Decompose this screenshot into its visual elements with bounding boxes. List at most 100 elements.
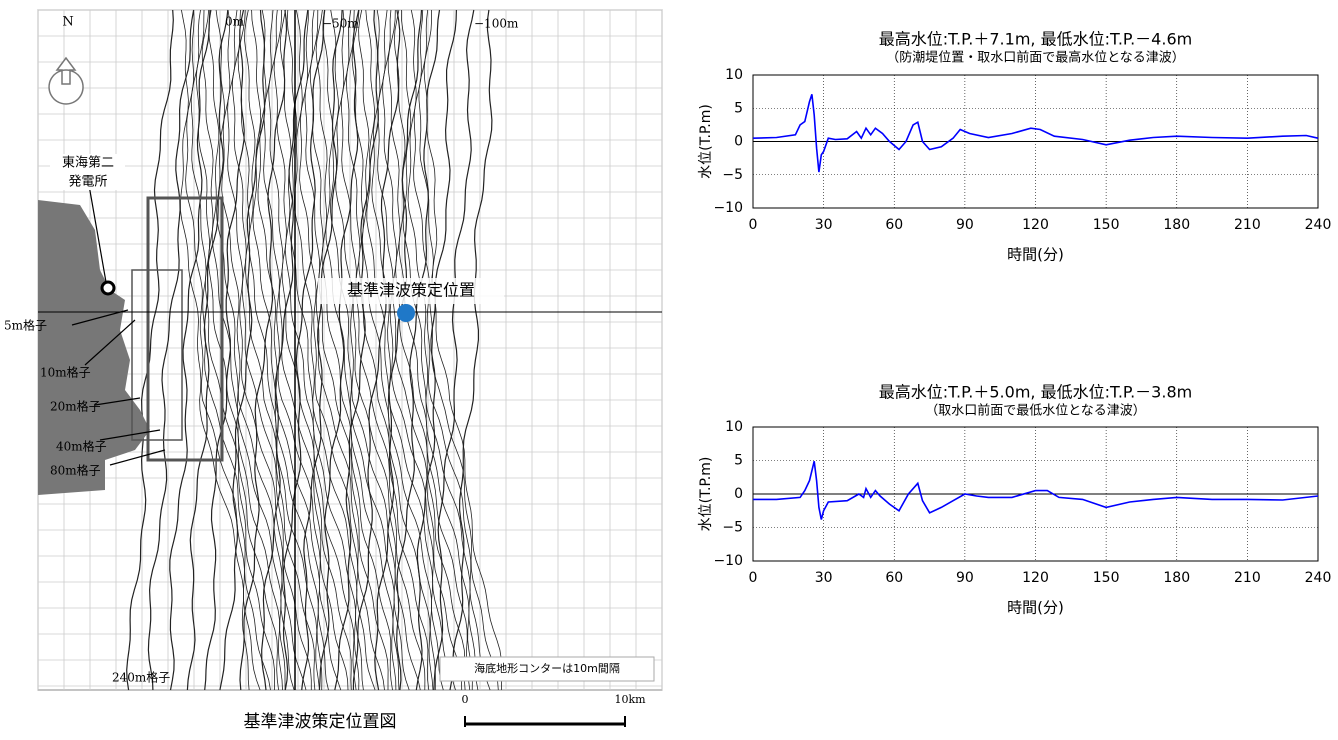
pointer-lines <box>71 167 166 466</box>
x-axis-label: 時間(分) <box>1007 246 1064 264</box>
y-tick-label: −10 <box>713 200 743 216</box>
y-tick-label: −5 <box>722 520 743 536</box>
y-axis-label: 水位(T.P.m) <box>698 104 714 179</box>
y-tick-label: 5 <box>734 100 743 116</box>
depth-label: −100m <box>474 17 519 31</box>
contour <box>315 9 393 691</box>
x-tick-label: 120 <box>1022 217 1049 233</box>
contour <box>341 9 421 691</box>
contour <box>413 9 491 691</box>
contour <box>180 9 250 691</box>
y-tick-label: 5 <box>734 453 743 469</box>
y-tick-label: 10 <box>725 67 743 83</box>
contours <box>126 9 503 691</box>
x-tick-label: 0 <box>749 570 758 586</box>
x-tick-label: 60 <box>885 570 903 586</box>
x-tick-label: 240 <box>1305 570 1332 586</box>
x-tick-label: 180 <box>1163 570 1190 586</box>
y-tick-label: −10 <box>713 553 743 569</box>
contour <box>195 9 275 691</box>
contour <box>257 9 329 691</box>
contour <box>322 9 397 691</box>
contour <box>329 9 400 691</box>
scale-label: 0 <box>462 693 469 706</box>
site-label: 基準津波策定位置 <box>347 281 475 300</box>
x-tick-label: 90 <box>956 570 974 586</box>
contour <box>387 9 466 691</box>
x-tick-label: 30 <box>815 570 833 586</box>
grid-label: 20m格子 <box>50 399 101 414</box>
site-marker <box>397 304 415 322</box>
contour <box>273 9 352 691</box>
contour <box>351 9 430 691</box>
contour <box>377 9 456 691</box>
x-tick-label: 60 <box>885 217 903 233</box>
contour <box>345 9 426 691</box>
contour <box>382 9 463 691</box>
data-line <box>753 461 1319 520</box>
land <box>38 200 150 495</box>
x-tick-label: 150 <box>1093 570 1120 586</box>
grid-label: 40m格子 <box>56 439 107 454</box>
data-line <box>752 94 1319 173</box>
grid-label: 240m格子 <box>112 670 170 685</box>
x-tick-label: 0 <box>749 217 758 233</box>
y-tick-label: 10 <box>725 419 743 435</box>
contour <box>126 9 174 691</box>
x-tick-label: 180 <box>1163 217 1190 233</box>
x-tick-label: 210 <box>1234 217 1261 233</box>
x-tick-label: 30 <box>815 217 833 233</box>
x-tick-label: 120 <box>1022 570 1049 586</box>
contour <box>190 9 271 691</box>
contour <box>279 9 357 691</box>
plot-border <box>752 74 1319 209</box>
grid-box-80 <box>146 196 224 462</box>
chart-subtitle: （取水口前面で最低水位となる津波） <box>925 403 1146 419</box>
depth-label: 0m <box>225 15 245 29</box>
contour <box>299 10 376 691</box>
depth-label: −50m <box>322 17 359 31</box>
contour <box>418 9 499 691</box>
contour <box>251 9 323 691</box>
grid-label: 80m格子 <box>50 463 101 478</box>
grid-box-40 <box>131 269 183 441</box>
contour <box>263 9 342 691</box>
north-arrow <box>48 56 84 105</box>
y-tick-label: 0 <box>734 486 743 502</box>
contour <box>215 9 286 691</box>
contour <box>208 9 283 691</box>
contour <box>293 9 364 691</box>
plant-label: 東海第二 <box>62 155 114 171</box>
contour <box>186 9 229 691</box>
contour <box>147 9 195 691</box>
plant-marker <box>100 280 116 296</box>
scale-label: 10km <box>614 693 646 706</box>
y-tick-label: −5 <box>722 167 743 183</box>
x-tick-label: 150 <box>1093 217 1120 233</box>
contour <box>401 9 473 691</box>
x-axis-label: 時間(分) <box>1007 599 1064 617</box>
plant-label: 発電所 <box>68 175 107 190</box>
contour <box>365 9 436 691</box>
contour <box>232 9 312 690</box>
chart-subtitle: （防潮堤位置・取水口前面で最高水位となる津波） <box>886 50 1185 66</box>
contour <box>423 10 503 691</box>
plant-label-bg <box>50 154 125 190</box>
grid-label: 5m格子 <box>4 318 47 333</box>
contour <box>237 9 316 691</box>
contour <box>244 9 320 691</box>
map-caption: 基準津波策定位置図 <box>244 712 397 732</box>
y-axis-label: 水位(T.P.m) <box>698 457 714 532</box>
contour <box>227 9 307 691</box>
contour <box>407 9 479 691</box>
x-tick-label: 240 <box>1305 217 1332 233</box>
contour <box>268 9 349 691</box>
contour <box>185 9 261 691</box>
contour <box>393 9 471 691</box>
north-label: N <box>62 15 73 30</box>
chart-title: 最高水位:T.P.＋5.0m, 最低水位:T.P.－3.8m <box>879 383 1192 402</box>
site-label-bg <box>318 278 504 304</box>
contour <box>309 9 389 690</box>
contour <box>286 9 360 691</box>
